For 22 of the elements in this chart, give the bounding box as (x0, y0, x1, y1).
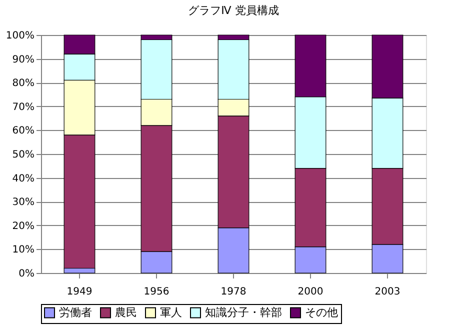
y-tick-label: 30% (12, 197, 34, 208)
y-tick-label: 0% (18, 268, 34, 280)
y-tick-label: 100% (6, 30, 34, 42)
y-tick-label: 50% (12, 150, 34, 160)
legend-label: 知識分子・幹部 (205, 306, 282, 319)
y-tick-label: 80% (12, 78, 34, 90)
legend-label: その他 (305, 306, 338, 319)
y-tick-label: 40% (12, 173, 34, 184)
y-tick-label: 70% (12, 102, 34, 113)
legend-label: 軍人 (160, 306, 182, 319)
x-tick-label: 2000 (298, 286, 324, 298)
x-tick-label: 2003 (374, 286, 400, 298)
y-tick-label: 10% (12, 244, 34, 256)
x-tick-label: 1956 (144, 286, 170, 298)
legend-label: 農民 (115, 306, 137, 319)
x-tick-label: 1978 (220, 286, 246, 298)
chart-title: グラフⅣ 党員構成 (188, 4, 279, 17)
y-tick-label: 20% (12, 220, 34, 232)
y-tick-label: 90% (12, 54, 34, 66)
y-tick-label: 60% (12, 126, 34, 137)
x-tick-label: 1949 (66, 286, 92, 298)
legend-label: 労働者 (59, 306, 92, 319)
